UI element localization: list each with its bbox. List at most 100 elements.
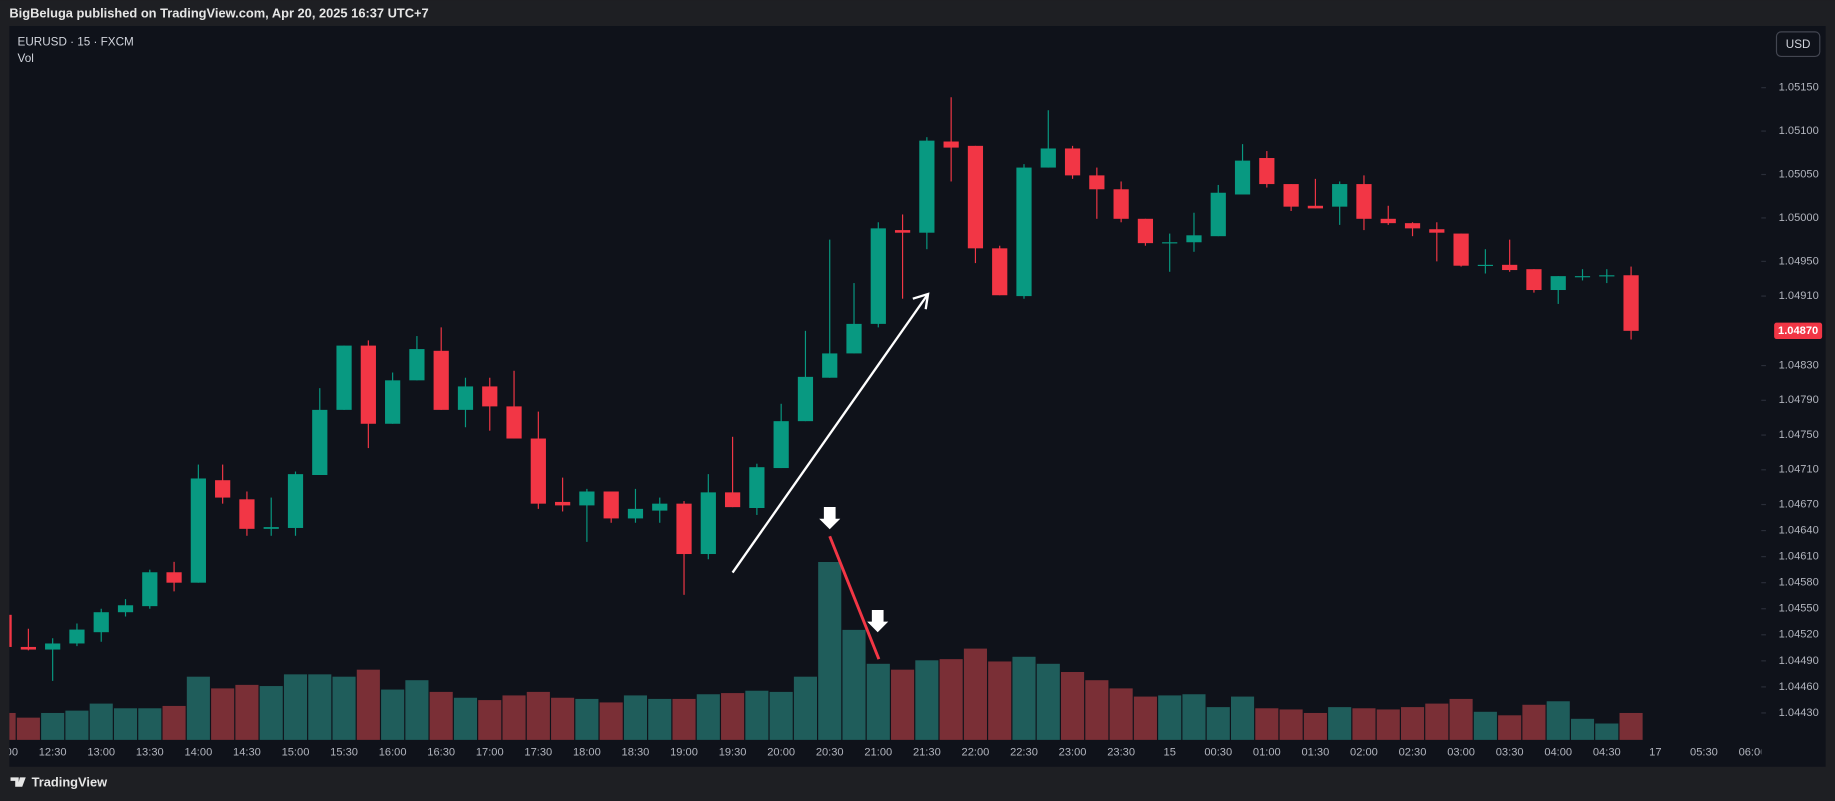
logo — [10, 777, 26, 787]
volume-bar — [186, 676, 210, 740]
candle-body — [1599, 275, 1615, 277]
volume-bar — [1303, 712, 1327, 740]
x-tick-label: 20:30 — [816, 747, 844, 759]
candle-body — [215, 480, 231, 498]
y-tick-label: 1.04490 — [1779, 655, 1819, 667]
candle-body — [385, 380, 401, 424]
candle-body — [239, 499, 255, 529]
candle-body — [1332, 184, 1348, 207]
candle-body — [943, 141, 959, 148]
candle-body — [1234, 160, 1251, 195]
x-tick-label: 17:00 — [476, 747, 504, 759]
candle-body — [482, 386, 498, 407]
candle-body — [1162, 242, 1178, 244]
volume-bar — [138, 708, 162, 740]
volume-bar — [526, 691, 550, 740]
volume-bar — [1619, 712, 1643, 740]
candle-body — [1016, 167, 1032, 297]
candle-body — [1477, 264, 1493, 267]
volume-bar — [866, 663, 890, 740]
y-tick-label: 1.04670 — [1779, 498, 1819, 510]
volume-bar — [283, 674, 308, 740]
down-marker — [867, 609, 889, 633]
x-tick-label: 05:30 — [1690, 747, 1718, 759]
candle-body — [1137, 218, 1154, 244]
y-tick-label: 1.05050 — [1779, 168, 1819, 180]
candle-body — [312, 409, 328, 475]
candle-body — [870, 228, 886, 324]
candle-body — [457, 386, 474, 410]
y-tick-label: 1.05000 — [1779, 212, 1819, 224]
x-tick-label: 13:00 — [87, 747, 115, 759]
x-tick-label: 14:00 — [184, 747, 212, 759]
candle-body — [724, 492, 741, 508]
candle-body — [1064, 148, 1081, 176]
volume-bar — [235, 684, 259, 740]
publisher: BigBeluga published on TradingView.com, … — [9, 6, 428, 21]
candle-body — [336, 345, 352, 410]
volume-bar — [793, 676, 818, 740]
volume-bar — [1133, 696, 1157, 740]
y-tick-label: 1.04430 — [1779, 707, 1819, 719]
candle-body — [142, 572, 158, 607]
volume-bar — [648, 698, 672, 740]
volume-bar — [575, 698, 599, 740]
x-tick-label: 14:30 — [233, 747, 261, 759]
candle-body — [992, 248, 1008, 296]
last-price-box — [1774, 322, 1823, 340]
candle-body — [652, 503, 668, 511]
volume-bar — [162, 705, 186, 740]
volume-divergence-line — [828, 535, 881, 660]
x-tick-label: 12:00 — [0, 747, 18, 759]
y-tick-label: 1.04750 — [1779, 429, 1819, 441]
volume-bar — [1158, 695, 1182, 740]
volume-bar — [1449, 698, 1473, 740]
candle-body — [1186, 235, 1202, 243]
x-tick-label: 00:30 — [1204, 747, 1232, 759]
footer: TradingView — [10, 775, 109, 790]
volume-bar — [453, 697, 478, 740]
candle-body — [1356, 184, 1372, 219]
volume-bar — [939, 659, 963, 740]
arrow-head — [912, 292, 930, 310]
volume-bar — [405, 680, 429, 740]
x-tick-label: 18:30 — [622, 747, 650, 759]
candle-body — [797, 376, 814, 422]
x-tick-label: 21:00 — [864, 747, 892, 759]
currency-button[interactable] — [1775, 31, 1821, 58]
candle-body — [1210, 192, 1226, 237]
volume-bar — [1522, 704, 1546, 740]
volume-bar — [478, 700, 502, 740]
y-tick-label: 1.04520 — [1779, 629, 1819, 641]
candle-body — [1526, 269, 1542, 291]
x-tick-label: 03:00 — [1447, 747, 1475, 759]
x-tick-label: 21:30 — [913, 747, 941, 759]
volume-bar — [41, 712, 65, 740]
brand: TradingView — [32, 775, 109, 790]
candle-body — [919, 140, 935, 233]
candle-body — [822, 353, 838, 378]
annotations — [731, 292, 930, 660]
candle-body — [1283, 184, 1299, 207]
candle-body — [1550, 276, 1566, 291]
x-tick-label: 18:00 — [573, 747, 601, 759]
candle-body — [20, 646, 36, 650]
y-tick-label: 1.04950 — [1779, 255, 1819, 267]
currency[interactable]: USD — [1786, 38, 1811, 51]
axes: 1.05150 1.05100 1.05050 1.05000 1.04950 1.049… — [1761, 82, 1823, 719]
x-tick-label: 17:30 — [524, 747, 552, 759]
x-tick-label: 20:00 — [767, 747, 795, 759]
x-tick-label: 04:30 — [1593, 747, 1621, 759]
candle-body — [433, 350, 449, 410]
volume-bar — [113, 708, 138, 740]
volume-bar — [1425, 703, 1449, 740]
candle-body — [603, 491, 619, 519]
candle-body — [9, 614, 12, 647]
candle-body — [1429, 229, 1445, 233]
x-tick-label: 22:00 — [962, 747, 990, 759]
x-tick-label: 23:00 — [1059, 747, 1087, 759]
y-tick-label: 1.04610 — [1779, 551, 1819, 563]
candle-body — [894, 230, 911, 233]
candle-body — [45, 643, 61, 650]
candle-body — [166, 572, 182, 583]
